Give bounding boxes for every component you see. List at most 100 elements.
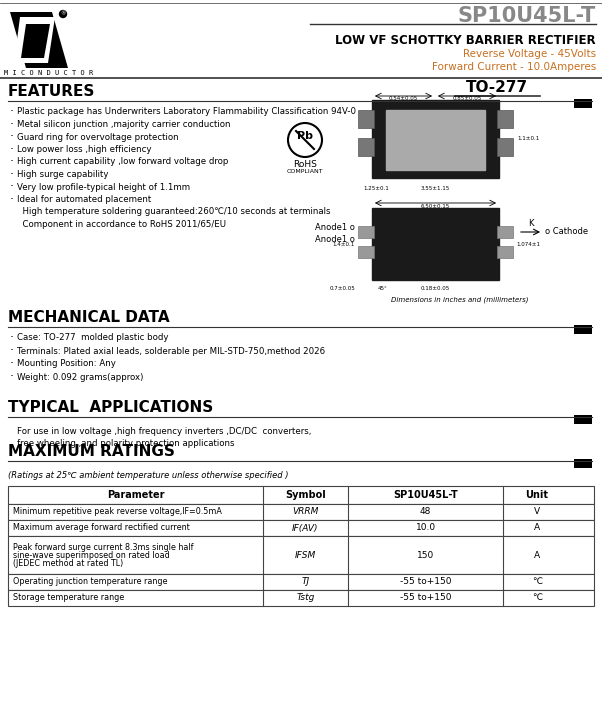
Bar — [8, 504, 594, 520]
Bar — [386, 110, 485, 170]
Text: IFSM: IFSM — [295, 551, 316, 560]
Circle shape — [288, 123, 322, 157]
Text: Parameter: Parameter — [107, 490, 164, 500]
Bar — [574, 459, 592, 468]
Bar — [372, 208, 499, 280]
Bar — [358, 138, 374, 156]
Bar — [574, 415, 592, 424]
Text: Component in accordance to RoHS 2011/65/EU: Component in accordance to RoHS 2011/65/… — [17, 220, 226, 229]
Text: Plastic package has Underwriters Laboratory Flammability Classification 94V-0: Plastic package has Underwriters Laborat… — [17, 107, 356, 116]
Text: sine-wave superimposed on rated load: sine-wave superimposed on rated load — [13, 551, 170, 560]
Circle shape — [60, 11, 66, 18]
Text: Reverse Voltage - 45Volts: Reverse Voltage - 45Volts — [463, 49, 596, 59]
Text: Forward Current - 10.0Amperes: Forward Current - 10.0Amperes — [432, 62, 596, 72]
Bar — [358, 110, 374, 128]
Text: COMPLIANT: COMPLIANT — [287, 169, 323, 174]
Text: ·: · — [10, 193, 14, 206]
Bar — [497, 226, 513, 238]
Text: free wheeling ,and polarity protection applications: free wheeling ,and polarity protection a… — [17, 439, 235, 448]
Polygon shape — [14, 17, 55, 63]
Text: ®: ® — [60, 11, 66, 16]
Text: Operating junction temperature range: Operating junction temperature range — [13, 577, 167, 587]
Polygon shape — [21, 24, 50, 58]
Text: Anode1 o: Anode1 o — [315, 235, 355, 245]
Bar — [574, 99, 592, 108]
Bar — [497, 138, 513, 156]
Text: Storage temperature range: Storage temperature range — [13, 594, 124, 603]
Text: Tstg: Tstg — [296, 594, 315, 603]
Text: Anode1 o: Anode1 o — [315, 223, 355, 233]
Text: 0.85±0.05: 0.85±0.05 — [452, 97, 482, 102]
Text: A: A — [534, 524, 540, 532]
Text: High surge capability: High surge capability — [17, 170, 108, 179]
Text: A: A — [534, 551, 540, 560]
Text: 48: 48 — [420, 508, 431, 517]
Bar — [372, 100, 499, 178]
Text: Mounting Position: Any: Mounting Position: Any — [17, 360, 116, 369]
Text: ·: · — [10, 371, 14, 384]
Text: Peak forward surge current 8.3ms single half: Peak forward surge current 8.3ms single … — [13, 543, 193, 551]
Text: Very low profile-typical height of 1.1mm: Very low profile-typical height of 1.1mm — [17, 183, 190, 192]
Text: S E M I C O N D U C T O R: S E M I C O N D U C T O R — [0, 70, 93, 76]
Text: Symbol: Symbol — [285, 490, 326, 500]
Text: SP10U45L-T: SP10U45L-T — [393, 490, 458, 500]
Text: Case: TO-277  molded plastic body: Case: TO-277 molded plastic body — [17, 333, 169, 343]
Bar — [8, 520, 594, 536]
Text: 45°: 45° — [378, 286, 388, 290]
Text: ·: · — [10, 168, 14, 181]
Text: ·: · — [10, 345, 14, 357]
Text: ·: · — [10, 118, 14, 131]
Text: High temperature soldering guaranteed:260℃/10 seconds at terminals: High temperature soldering guaranteed:26… — [17, 207, 330, 216]
Text: VRRM: VRRM — [292, 508, 318, 517]
Text: 1.25±0.1: 1.25±0.1 — [363, 187, 389, 192]
Text: K: K — [528, 219, 534, 228]
Text: TYPICAL  APPLICATIONS: TYPICAL APPLICATIONS — [8, 400, 213, 415]
Text: MAXIMUM RATINGS: MAXIMUM RATINGS — [8, 444, 175, 460]
Text: 10.0: 10.0 — [415, 524, 436, 532]
Text: High current capability ,low forward voltage drop: High current capability ,low forward vol… — [17, 157, 228, 166]
Text: V: V — [534, 508, 540, 517]
Text: Ideal for automated placement: Ideal for automated placement — [17, 195, 151, 204]
Text: ·: · — [10, 143, 14, 156]
Text: TO-277: TO-277 — [466, 80, 528, 95]
Text: ·: · — [10, 357, 14, 371]
Text: Low power loss ,high efficiency: Low power loss ,high efficiency — [17, 145, 152, 154]
Text: Unit: Unit — [526, 490, 548, 500]
Text: -55 to+150: -55 to+150 — [400, 577, 452, 587]
Text: ·: · — [10, 180, 14, 193]
Text: 0.18±0.05: 0.18±0.05 — [420, 286, 450, 290]
Text: ·: · — [10, 331, 14, 345]
Bar — [358, 246, 374, 258]
Text: Maximum average forward rectified current: Maximum average forward rectified curren… — [13, 524, 190, 532]
Bar — [8, 536, 594, 574]
Text: ·: · — [10, 156, 14, 168]
Text: 1.074±1: 1.074±1 — [516, 242, 540, 247]
Text: o Cathode: o Cathode — [545, 228, 588, 236]
Text: 1.1±0.1: 1.1±0.1 — [517, 135, 539, 140]
Text: FEATURES: FEATURES — [8, 85, 95, 99]
Text: 1.4±0.1: 1.4±0.1 — [333, 242, 355, 247]
Text: TJ: TJ — [302, 577, 309, 587]
Text: (Ratings at 25℃ ambient temperature unless otherwise specified ): (Ratings at 25℃ ambient temperature unle… — [8, 472, 288, 481]
Bar — [574, 325, 592, 334]
Text: ·: · — [10, 106, 14, 118]
Text: 150: 150 — [417, 551, 434, 560]
Text: Pb: Pb — [297, 131, 313, 141]
Text: RoHS: RoHS — [293, 160, 317, 169]
Text: Terminals: Plated axial leads, solderable per MIL-STD-750,method 2026: Terminals: Plated axial leads, solderabl… — [17, 346, 325, 355]
Text: ℃: ℃ — [532, 577, 542, 587]
Text: MECHANICAL DATA: MECHANICAL DATA — [8, 310, 170, 326]
Bar — [8, 590, 594, 606]
Text: -55 to+150: -55 to+150 — [400, 594, 452, 603]
Text: ℃: ℃ — [532, 594, 542, 603]
Text: Minimum repetitive peak reverse voltage,IF=0.5mA: Minimum repetitive peak reverse voltage,… — [13, 508, 222, 517]
Text: Guard ring for overvoltage protection: Guard ring for overvoltage protection — [17, 133, 179, 142]
Bar — [8, 486, 594, 504]
Text: 3.55±1.15: 3.55±1.15 — [420, 187, 450, 192]
Text: 0.54±0.05: 0.54±0.05 — [388, 97, 418, 102]
Polygon shape — [10, 12, 68, 68]
Text: For use in low voltage ,high frequency inverters ,DC/DC  converters,: For use in low voltage ,high frequency i… — [17, 427, 311, 436]
Bar — [497, 246, 513, 258]
Bar — [358, 226, 374, 238]
Text: Dimensions in inches and (millimeters): Dimensions in inches and (millimeters) — [391, 297, 529, 303]
